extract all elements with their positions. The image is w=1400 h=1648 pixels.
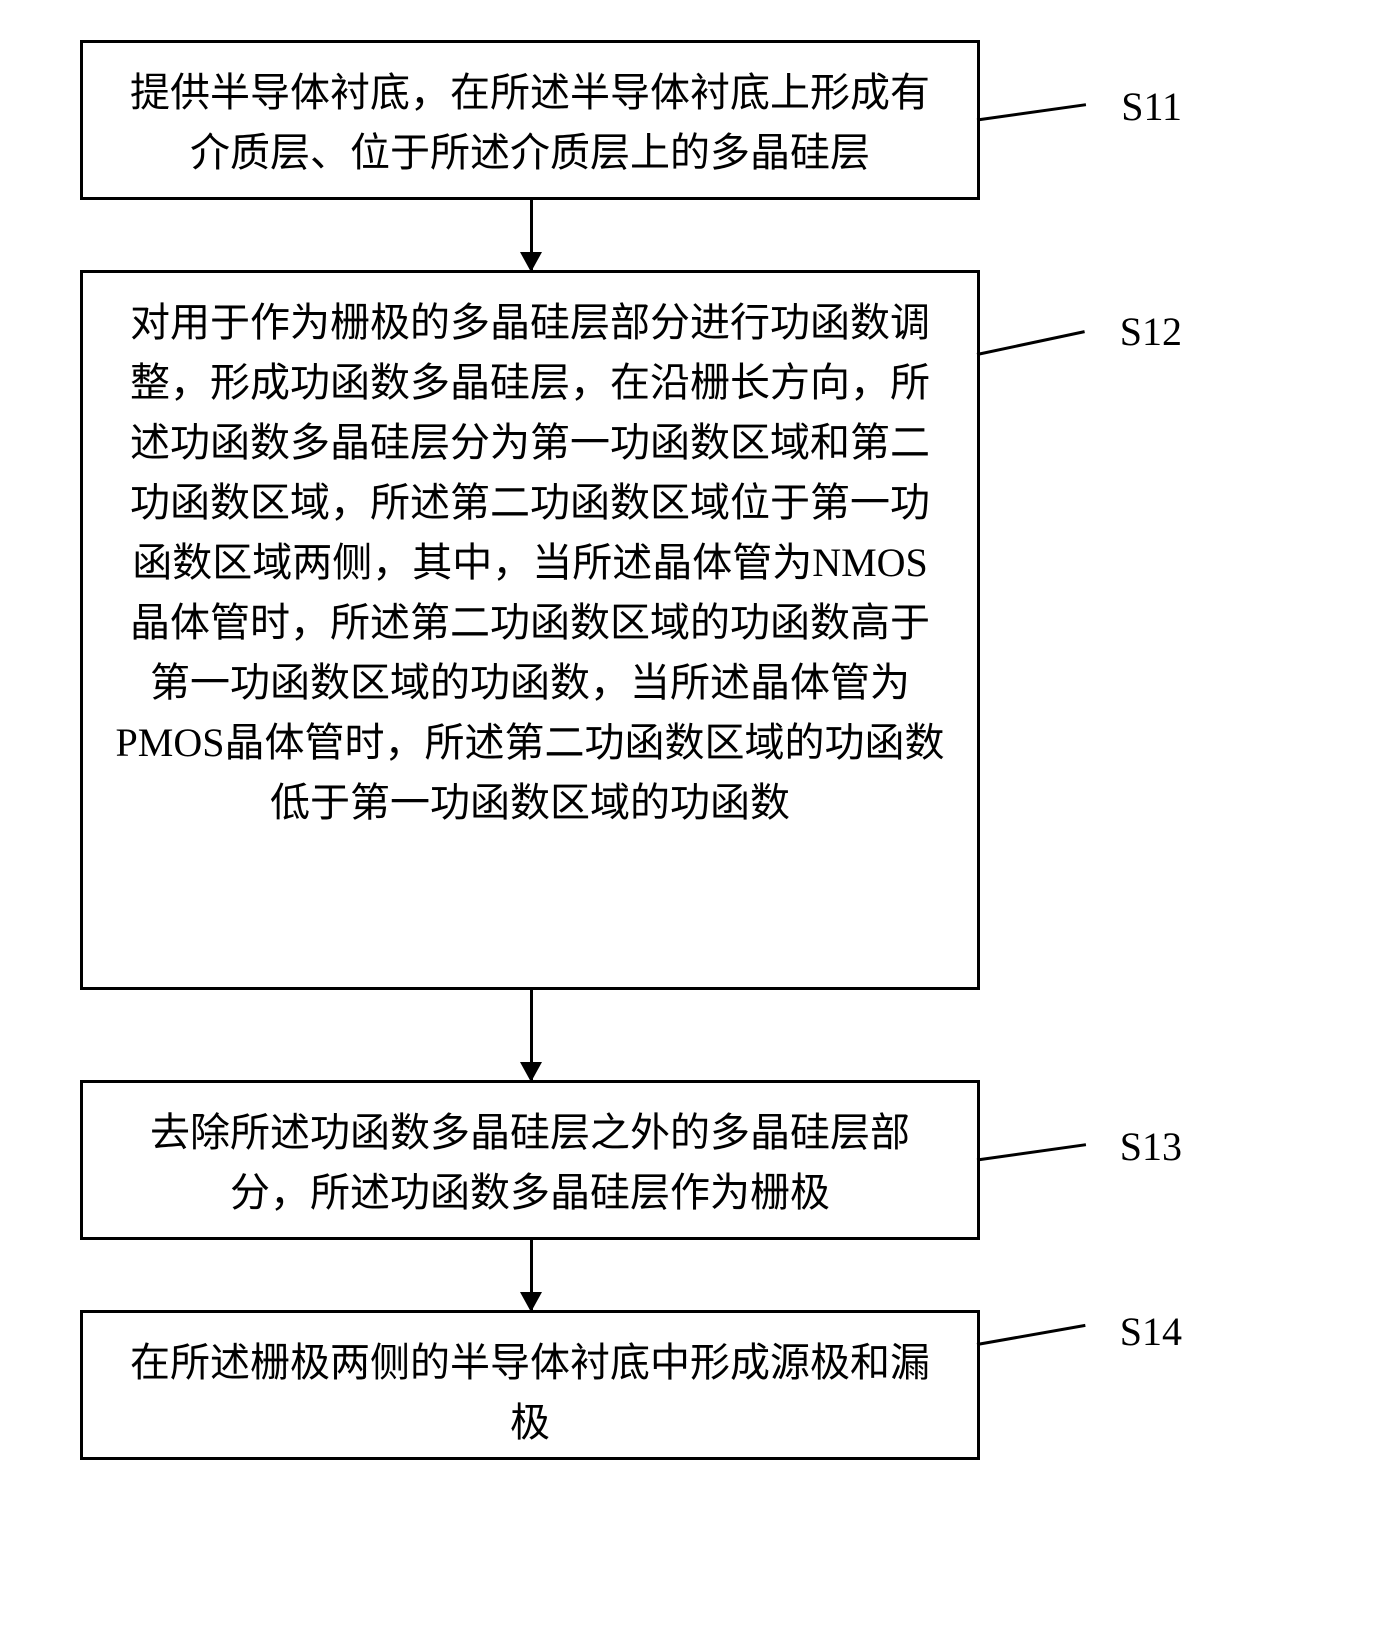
flow-node-s11: 提供半导体衬底，在所述半导体衬底上形成有介质层、位于所述介质层上的多晶硅层 S1… — [80, 40, 980, 200]
flow-connector — [530, 1240, 533, 1310]
flowchart-container: 提供半导体衬底，在所述半导体衬底上形成有介质层、位于所述介质层上的多晶硅层 S1… — [80, 40, 1280, 1460]
flow-connector — [530, 200, 533, 270]
flow-node-text: 提供半导体衬底，在所述半导体衬底上形成有介质层、位于所述介质层上的多晶硅层 — [113, 63, 947, 183]
label-connector — [977, 103, 1086, 121]
flow-node-s14: 在所述栅极两侧的半导体衬底中形成源极和漏极 S14 — [80, 1310, 980, 1460]
label-connector — [977, 330, 1085, 356]
arrow-icon — [520, 1292, 542, 1312]
step-label-s11: S11 — [1121, 83, 1182, 130]
step-label-s13: S13 — [1120, 1123, 1182, 1170]
arrow-icon — [520, 252, 542, 272]
step-label-s12: S12 — [1120, 308, 1182, 355]
flow-node-text: 在所述栅极两侧的半导体衬底中形成源极和漏极 — [113, 1333, 947, 1453]
label-connector — [977, 1143, 1086, 1161]
flow-connector — [530, 990, 533, 1080]
arrow-icon — [520, 1062, 542, 1082]
flow-node-s12: 对用于作为栅极的多晶硅层部分进行功函数调整，形成功函数多晶硅层，在沿栅长方向，所… — [80, 270, 980, 990]
label-connector — [977, 1324, 1086, 1346]
flow-node-text: 去除所述功函数多晶硅层之外的多晶硅层部分，所述功函数多晶硅层作为栅极 — [113, 1103, 947, 1223]
step-label-s14: S14 — [1120, 1308, 1182, 1355]
flow-node-text: 对用于作为栅极的多晶硅层部分进行功函数调整，形成功函数多晶硅层，在沿栅长方向，所… — [113, 293, 947, 833]
flow-node-s13: 去除所述功函数多晶硅层之外的多晶硅层部分，所述功函数多晶硅层作为栅极 S13 — [80, 1080, 980, 1240]
